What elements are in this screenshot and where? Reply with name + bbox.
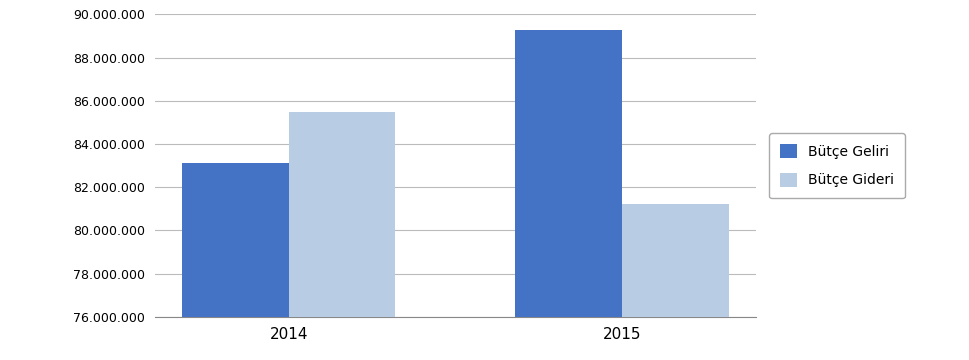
Bar <box>622 204 729 360</box>
Legend: Bütçe Geliri, Bütçe Gideri: Bütçe Geliri, Bütçe Gideri <box>768 133 905 198</box>
Bar <box>516 30 622 360</box>
Bar <box>182 163 289 360</box>
Bar <box>289 112 395 360</box>
